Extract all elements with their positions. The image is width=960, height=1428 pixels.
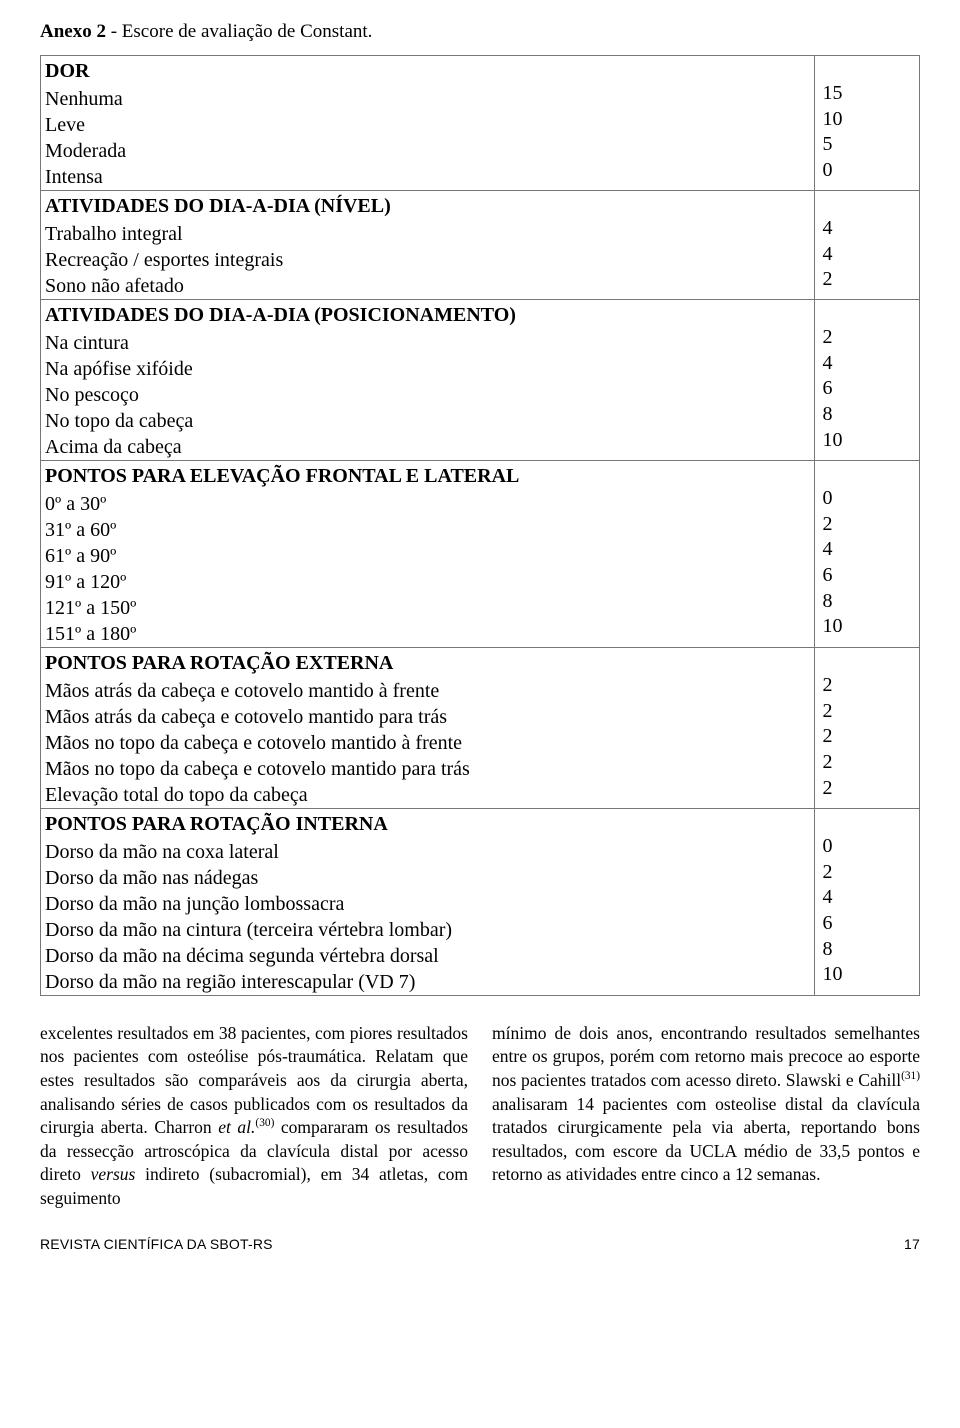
row-value: 0	[823, 486, 919, 512]
row-label: Dorso da mão na décima segunda vértebra …	[45, 943, 808, 969]
row-value: 2	[823, 750, 919, 776]
row-label: Mãos no topo da cabeça e cotovelo mantid…	[45, 756, 808, 782]
row-value: 4	[823, 216, 919, 242]
row-value: 2	[823, 673, 919, 699]
row-value: 2	[823, 512, 919, 538]
column-left: excelentes resultados em 38 pacientes, c…	[40, 1022, 468, 1211]
row-value: 2	[823, 267, 919, 293]
row-value: 4	[823, 242, 919, 268]
row-value: 10	[823, 962, 919, 988]
row-value: 2	[823, 699, 919, 725]
section-header-dor: DOR	[41, 56, 814, 86]
row-value: 10	[823, 428, 919, 454]
anexo-label: Anexo 2	[40, 21, 106, 42]
row-label: Acima da cabeça	[45, 434, 808, 460]
row-value: 4	[823, 885, 919, 911]
row-value: 8	[823, 589, 919, 615]
row-label: No pescoço	[45, 382, 808, 408]
row-value: 2	[823, 776, 919, 802]
row-label: Moderada	[45, 138, 808, 164]
anexo-title: Anexo 2 - Escore de avaliação de Constan…	[40, 20, 920, 45]
row-label: Na cintura	[45, 330, 808, 356]
row-value: 0	[823, 834, 919, 860]
body-text: analisaram 14 pacientes com osteolise di…	[492, 1094, 920, 1185]
body-columns: excelentes resultados em 38 pacientes, c…	[40, 1022, 920, 1211]
row-label: Recreação / esportes integrais	[45, 247, 808, 273]
constant-score-table: DOR Nenhuma Leve Moderada Intensa 15 10 …	[40, 55, 920, 996]
column-right: mínimo de dois anos, encontrando resulta…	[492, 1022, 920, 1211]
row-label: Intensa	[45, 164, 808, 190]
row-label: 0º a 30º	[45, 491, 808, 517]
row-value: 4	[823, 351, 919, 377]
body-text-italic: et al.	[218, 1117, 255, 1137]
row-label: Na apófise xifóide	[45, 356, 808, 382]
row-value: 5	[823, 132, 919, 158]
row-value: 10	[823, 614, 919, 640]
section-header-rot-int: PONTOS PARA ROTAÇÃO INTERNA	[41, 809, 814, 839]
row-value: 8	[823, 937, 919, 963]
section-header-rot-ext: PONTOS PARA ROTAÇÃO EXTERNA	[41, 648, 814, 678]
row-label: Mãos atrás da cabeça e cotovelo mantido …	[45, 678, 808, 704]
row-label: Dorso da mão na coxa lateral	[45, 839, 808, 865]
body-text: mínimo de dois anos, encontrando resulta…	[492, 1023, 920, 1090]
section-header-elevacao: PONTOS PARA ELEVAÇÃO FRONTAL E LATERAL	[41, 461, 814, 491]
row-label: Dorso da mão na cintura (terceira vérteb…	[45, 917, 808, 943]
row-label: Nenhuma	[45, 86, 808, 112]
row-label: 61º a 90º	[45, 543, 808, 569]
row-label: Leve	[45, 112, 808, 138]
row-label: 91º a 120º	[45, 569, 808, 595]
row-label: Mãos atrás da cabeça e cotovelo mantido …	[45, 704, 808, 730]
section-header-adl-pos: ATIVIDADES DO DIA-A-DIA (POSICIONAMENTO)	[41, 300, 814, 330]
page-number: 17	[904, 1235, 920, 1253]
row-label: Dorso da mão nas nádegas	[45, 865, 808, 891]
row-value: 2	[823, 860, 919, 886]
row-label: No topo da cabeça	[45, 408, 808, 434]
row-value: 6	[823, 563, 919, 589]
row-label: Trabalho integral	[45, 221, 808, 247]
row-label: 151º a 180º	[45, 621, 808, 647]
row-label: 31º a 60º	[45, 517, 808, 543]
row-label: Elevação total do topo da cabeça	[45, 782, 808, 808]
anexo-desc: - Escore de avaliação de Constant.	[106, 21, 372, 42]
footer-journal: REVISTA CIENTÍFICA DA SBOT-RS	[40, 1235, 273, 1253]
row-label: 121º a 150º	[45, 595, 808, 621]
row-label: Mãos no topo da cabeça e cotovelo mantid…	[45, 730, 808, 756]
row-value: 15	[823, 81, 919, 107]
ref-sup: (30)	[255, 1117, 274, 1129]
page-footer: REVISTA CIENTÍFICA DA SBOT-RS 17	[40, 1235, 920, 1253]
row-label: Dorso da mão na junção lombossacra	[45, 891, 808, 917]
row-value: 6	[823, 911, 919, 937]
row-label: Sono não afetado	[45, 273, 808, 299]
row-value: 6	[823, 376, 919, 402]
body-text-italic: versus	[91, 1164, 136, 1184]
row-value: 10	[823, 107, 919, 133]
row-value: 2	[823, 724, 919, 750]
row-value: 8	[823, 402, 919, 428]
row-value: 0	[823, 158, 919, 184]
section-header-adl-nivel: ATIVIDADES DO DIA-A-DIA (NÍVEL)	[41, 191, 814, 221]
ref-sup: (31)	[901, 1070, 920, 1082]
row-label: Dorso da mão na região interescapular (V…	[45, 969, 808, 995]
row-value: 2	[823, 325, 919, 351]
row-value: 4	[823, 537, 919, 563]
